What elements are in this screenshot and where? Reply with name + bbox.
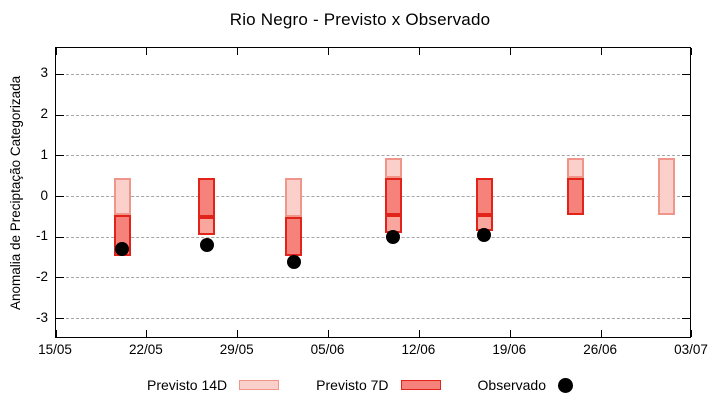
x-tick-top — [146, 48, 148, 55]
legend-label-previsto-7d: Previsto 7D — [316, 377, 389, 393]
x-tick-bottom — [237, 330, 239, 337]
y-tick-right — [682, 318, 690, 320]
y-tick-label: 2 — [40, 106, 48, 122]
y-tick-right — [682, 196, 690, 198]
observed-dot — [199, 238, 214, 253]
plot-area — [55, 47, 692, 338]
x-tick-bottom — [146, 330, 148, 337]
gridline — [56, 73, 690, 75]
y-tick-label: 1 — [40, 146, 48, 162]
previsto-7d-swatch-icon — [400, 380, 441, 390]
y-tick-left — [56, 318, 64, 320]
gridline — [56, 114, 690, 116]
forecast-bar-segment-light — [566, 157, 584, 179]
gridline — [56, 318, 690, 320]
gridline — [56, 236, 690, 238]
observado-dot-icon — [558, 377, 573, 393]
y-tick-left — [56, 196, 64, 198]
y-tick-left — [56, 236, 64, 238]
gridline — [56, 155, 690, 157]
x-tick-top — [55, 48, 57, 55]
legend-label-observado: Observado — [477, 377, 546, 393]
observed-dot — [115, 242, 130, 257]
x-tick-label: 29/05 — [219, 342, 254, 357]
legend-item-previsto-14d: Previsto 14D — [147, 377, 280, 393]
x-tick-bottom — [600, 330, 602, 337]
x-tick-label: 03/07 — [674, 342, 708, 357]
gridline — [56, 277, 690, 279]
x-tick-bottom — [509, 330, 511, 337]
observed-dot — [477, 228, 492, 243]
x-tick-bottom — [690, 330, 692, 337]
forecast-bar-segment-light — [285, 178, 303, 217]
x-tick-top — [509, 48, 511, 55]
forecast-bar-segment-dark — [566, 178, 584, 215]
forecast-bar-segment-dark — [384, 178, 402, 215]
y-tick-right — [682, 236, 690, 238]
forecast-bar-segment-light — [113, 178, 131, 215]
y-tick-label: -3 — [35, 309, 48, 325]
x-tick-label: 26/06 — [583, 342, 618, 357]
y-tick-left — [56, 155, 64, 157]
previsto-14d-swatch-icon — [239, 380, 280, 390]
observed-dot — [386, 230, 401, 245]
x-tick-top — [600, 48, 602, 55]
legend-label-previsto-14d: Previsto 14D — [147, 377, 228, 393]
forecast-bar-segment-dark — [285, 216, 303, 256]
x-tick-label: 12/06 — [401, 342, 436, 357]
gridline — [56, 196, 690, 198]
y-tick-label: 3 — [40, 65, 48, 81]
legend: Previsto 14D Previsto 7D Observado — [0, 374, 720, 396]
x-tick-label: 15/05 — [38, 342, 72, 357]
y-tick-right — [682, 277, 690, 279]
y-tick-left — [56, 114, 64, 116]
legend-item-previsto-7d: Previsto 7D — [316, 377, 441, 393]
y-tick-right — [682, 73, 690, 75]
forecast-bar-segment-dark — [198, 178, 216, 217]
x-tick-top — [237, 48, 239, 55]
observed-dot — [286, 254, 301, 269]
x-tick-top — [690, 48, 692, 55]
forecast-bar-segment-medium — [198, 216, 216, 236]
x-tick-top — [418, 48, 420, 55]
y-tick-left — [56, 277, 64, 279]
legend-item-observado: Observado — [478, 377, 573, 393]
x-tick-bottom — [328, 330, 330, 337]
forecast-bar-segment-dark — [475, 178, 493, 215]
y-tick-label: -2 — [35, 268, 48, 284]
y-tick-label: 0 — [40, 187, 48, 203]
x-tick-label: 22/05 — [128, 342, 163, 357]
x-tick-label: 19/06 — [492, 342, 527, 357]
y-tick-label: -1 — [35, 228, 48, 244]
y-tick-right — [682, 114, 690, 116]
x-tick-bottom — [55, 330, 57, 337]
y-tick-right — [682, 155, 690, 157]
forecast-bar-segment-light — [657, 157, 675, 215]
x-tick-bottom — [418, 330, 420, 337]
chart-title: Rio Negro - Previsto x Observado — [229, 10, 491, 29]
x-tick-label: 05/06 — [310, 342, 345, 357]
y-tick-left — [56, 73, 64, 75]
forecast-bar-segment-light — [384, 157, 402, 179]
x-tick-top — [328, 48, 330, 55]
